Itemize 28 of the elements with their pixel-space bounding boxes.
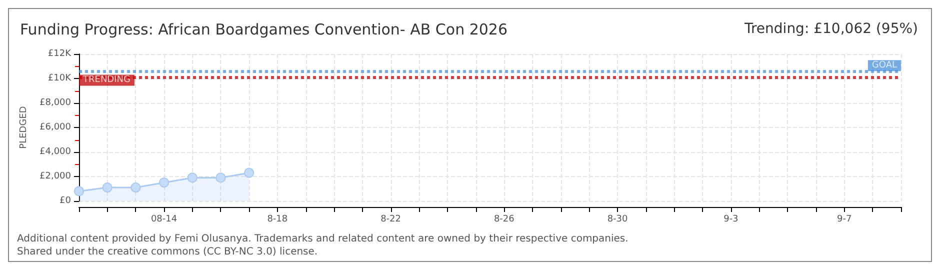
y-tick-label: £6,000 xyxy=(40,122,72,132)
ref-line-label: TRENDING xyxy=(82,75,130,86)
point xyxy=(187,172,198,183)
point xyxy=(74,186,84,196)
y-tick-label: £12K xyxy=(48,49,72,59)
x-tick-label: 9-3 xyxy=(724,214,738,224)
x-tick-label: 9-7 xyxy=(836,214,852,224)
point xyxy=(159,178,170,188)
y-tick-label: £2,000 xyxy=(40,172,72,182)
text: Shared under the creative commons (CC BY-NC 3.0) license. xyxy=(17,246,318,258)
x-tick-label: 8-26 xyxy=(494,214,515,224)
x-tick-label: 8-22 xyxy=(380,214,402,224)
y-tick-label: £0 xyxy=(60,196,72,206)
chart-title: Funding Progress: African Boardgames Convention- AB Con 2026 xyxy=(20,20,508,38)
x-tick-label: 08-14 xyxy=(150,214,178,224)
chart-subtitle: Trending: £10,062 (95%) xyxy=(743,21,918,37)
point xyxy=(102,182,112,193)
y-tick-label: £8,000 xyxy=(40,98,72,108)
x-tick-label: 8-30 xyxy=(607,214,628,224)
ref-line-label: GOAL xyxy=(872,60,897,71)
point xyxy=(130,182,141,193)
y-tick-label: £10K xyxy=(48,74,72,84)
point xyxy=(244,168,254,178)
y-tick-label: £4,000 xyxy=(40,147,72,157)
text: Additional content provided by Femi Olusanya. Trademarks and related content are owned by their respective companies. xyxy=(17,234,628,244)
point xyxy=(216,172,226,183)
y-axis-title: PLEDGED xyxy=(19,106,30,149)
x-tick-label: 8-18 xyxy=(267,214,288,224)
